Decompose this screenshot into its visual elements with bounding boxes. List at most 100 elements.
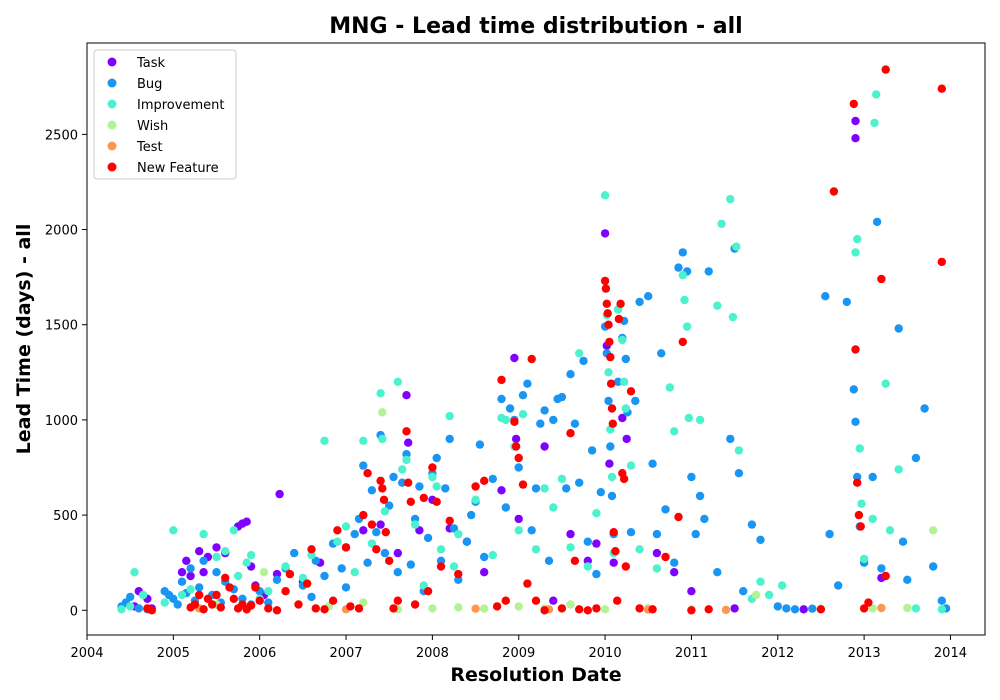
data-point	[864, 598, 873, 607]
data-point	[378, 408, 387, 417]
data-point	[583, 562, 592, 571]
data-point	[376, 476, 385, 485]
data-point	[903, 603, 912, 613]
data-point	[570, 419, 580, 428]
data-point	[195, 583, 204, 592]
data-point	[117, 605, 126, 614]
data-point	[911, 604, 921, 613]
data-point	[635, 604, 644, 613]
data-point	[480, 568, 489, 577]
data-point	[415, 526, 424, 535]
data-point	[511, 442, 521, 451]
data-point	[674, 263, 683, 272]
x-tick-label: 2013	[848, 646, 881, 661]
data-point	[445, 434, 454, 444]
x-axis-label: Resolution Date	[450, 664, 621, 686]
data-point	[621, 354, 630, 364]
data-point	[661, 552, 670, 562]
data-point	[393, 548, 402, 558]
data-point	[680, 295, 689, 305]
data-point	[281, 587, 290, 596]
data-point	[607, 491, 617, 501]
legend-box	[93, 49, 237, 180]
data-point	[575, 349, 584, 358]
data-point	[851, 248, 860, 257]
data-point	[341, 543, 351, 552]
data-point	[445, 516, 454, 525]
data-point	[684, 413, 693, 423]
data-point	[790, 605, 800, 614]
data-point	[773, 602, 782, 611]
data-point	[363, 558, 372, 567]
data-point	[609, 558, 618, 567]
data-point	[734, 469, 744, 478]
data-point	[911, 453, 921, 463]
data-point	[346, 602, 355, 611]
data-point	[808, 604, 817, 613]
data-point	[695, 491, 705, 501]
data-point	[480, 604, 489, 613]
data-point	[186, 585, 195, 594]
series-improvement	[117, 90, 946, 614]
data-point	[341, 522, 351, 531]
data-point	[359, 510, 368, 520]
data-point	[687, 606, 696, 615]
data-point	[510, 353, 519, 363]
data-point	[674, 512, 683, 522]
data-point	[929, 562, 938, 571]
data-point	[691, 529, 700, 539]
data-point	[372, 528, 381, 537]
data-point	[870, 118, 879, 128]
data-point	[514, 453, 523, 463]
data-point	[566, 370, 575, 379]
data-point	[436, 562, 446, 571]
data-point	[626, 461, 636, 470]
x-tick-label: 2009	[502, 646, 535, 661]
data-point	[510, 417, 519, 426]
data-point	[320, 571, 329, 581]
data-point	[199, 529, 208, 539]
data-point	[359, 436, 368, 445]
data-point	[441, 484, 450, 493]
data-point	[428, 463, 437, 472]
data-point	[380, 548, 390, 558]
data-point	[221, 547, 230, 556]
data-point	[756, 577, 765, 586]
data-point	[378, 434, 387, 444]
data-point	[616, 299, 625, 308]
data-point	[432, 482, 441, 491]
data-point	[432, 453, 441, 463]
data-point	[372, 545, 381, 554]
data-point	[501, 503, 510, 512]
data-point	[406, 560, 415, 569]
data-point	[531, 596, 541, 605]
data-point	[631, 396, 640, 406]
data-point	[665, 383, 674, 392]
data-point	[877, 564, 886, 573]
data-point	[492, 602, 502, 611]
legend-label: Bug	[137, 77, 162, 92]
x-tick-label: 2007	[329, 646, 362, 661]
data-point	[208, 600, 217, 609]
data-point	[613, 596, 622, 605]
data-point	[894, 324, 903, 333]
data-point	[404, 478, 413, 487]
data-point	[670, 568, 679, 577]
data-point	[290, 548, 299, 558]
data-point	[402, 455, 411, 465]
data-point	[471, 495, 480, 504]
data-point	[497, 486, 506, 495]
data-point	[454, 603, 463, 612]
data-point	[764, 590, 774, 600]
data-point	[379, 495, 389, 504]
data-point	[514, 602, 523, 611]
data-point	[856, 522, 865, 531]
data-point	[670, 427, 679, 436]
data-point	[734, 446, 744, 455]
data-point	[621, 404, 630, 413]
plot-frame	[86, 42, 986, 636]
legend-label: Test	[136, 140, 163, 155]
data-point	[600, 276, 610, 286]
data-point	[687, 472, 696, 482]
data-point	[264, 598, 273, 607]
